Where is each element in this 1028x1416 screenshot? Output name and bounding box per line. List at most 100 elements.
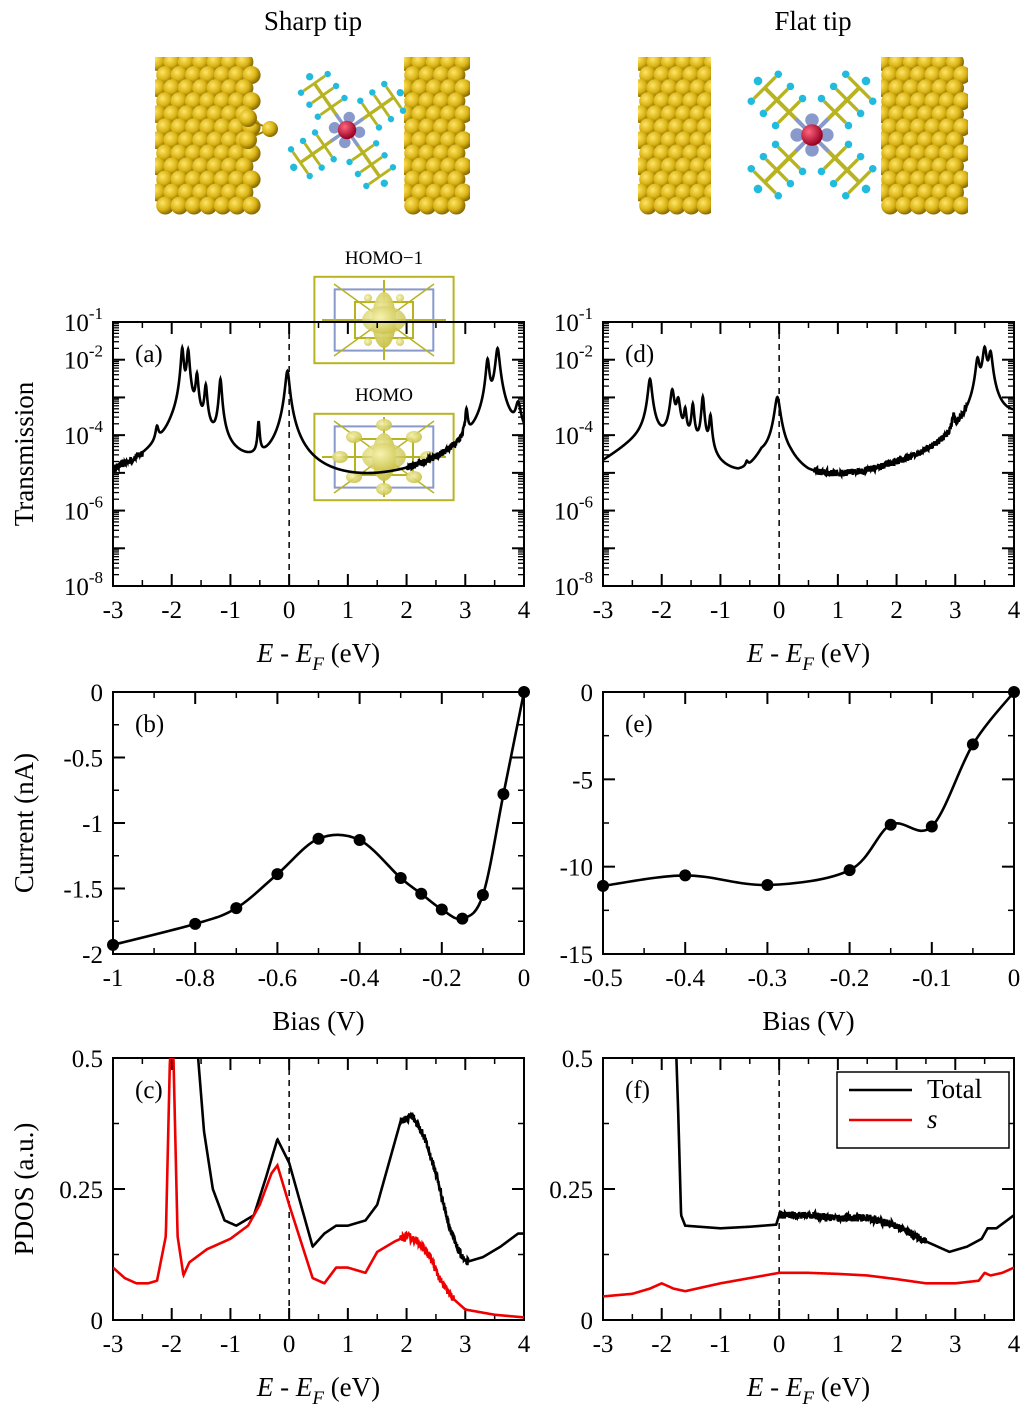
y-axis: 0 0.25 0.5 (59, 1046, 524, 1335)
x-tick-label: 0 (518, 965, 531, 992)
y-tick-label: 0 (91, 680, 104, 707)
x-tick-label: -2 (161, 597, 182, 624)
x-axis: -3 -2 -1 0 1 2 3 4 (593, 322, 1021, 624)
y-axis-label: Current (nA) (9, 753, 39, 893)
x-tick-label: -1 (103, 965, 124, 992)
x-tick-label: -2 (651, 1331, 672, 1358)
y-tick-label: 10-2 (64, 342, 103, 375)
x-tick-label: -0.2 (422, 965, 462, 992)
molecule-sharp (287, 70, 407, 190)
y-tick-label: 10-2 (554, 342, 593, 375)
orbital-lobes (362, 292, 406, 348)
data-point (884, 818, 897, 831)
x-tick-label: -0.3 (748, 965, 788, 992)
panel-label: (d) (625, 341, 654, 368)
data-point (761, 879, 774, 892)
y-tick-label: -15 (560, 942, 593, 969)
y-tick-label: 10-8 (554, 568, 593, 601)
x-axis: -1 -0.8 -0.6 -0.4 -0.2 0 (103, 692, 531, 992)
y-tick-label: 0 (91, 1308, 104, 1335)
x-tick-label: 1 (832, 1331, 845, 1358)
y-tick-label: 10-6 (64, 493, 103, 526)
data-point (415, 887, 428, 900)
x-tick-label: -1 (710, 1331, 731, 1358)
x-tick-label: 3 (459, 597, 472, 624)
transmission-curve (603, 344, 1014, 480)
transmission-curve (113, 343, 524, 475)
data-point (353, 834, 366, 847)
x-tick-label: 0 (283, 1331, 296, 1358)
x-tick-label: 3 (459, 1331, 472, 1358)
y-tick-label: -5 (572, 767, 593, 794)
y-tick-label: 0.25 (59, 1177, 103, 1204)
data-point (230, 902, 243, 915)
x-tick-label: -2 (651, 597, 672, 624)
y-tick-label: 10-4 (554, 417, 594, 450)
x-tick-label: -1 (220, 597, 241, 624)
pdos-curve-s (113, 1058, 524, 1319)
y-tick-label: 10-8 (64, 568, 103, 601)
panel-label: (f) (625, 1077, 650, 1104)
homo-minus-1-orbital-inset (313, 275, 455, 365)
panel-e: -0.5 -0.4 -0.3 -0.2 -0.1 0 -15 -10 -5 0 Bias (V) (e… (560, 680, 1021, 1036)
x-tick-label: -0.8 (175, 965, 215, 992)
x-tick-label: 4 (518, 597, 531, 624)
right-electrode-sharp (404, 57, 470, 215)
data-point (925, 820, 938, 833)
homo-minus-1-label: HOMO−1 (345, 248, 423, 269)
x-tick-label: 4 (1008, 1331, 1021, 1358)
x-tick-label: 4 (518, 1331, 531, 1358)
legend-entry-s: s (927, 1104, 938, 1134)
data-point (597, 879, 609, 892)
panel-label: (e) (625, 711, 653, 738)
panel-a: -3 -2 -1 0 1 2 3 4 10-8 10-6 10-4 10-2 10-1 Transmiss… (9, 304, 531, 675)
data-point (394, 872, 407, 885)
right-column-title: Flat tip (774, 6, 851, 36)
x-axis-label: E - EF (eV) (746, 1372, 870, 1409)
x-axis: -3 -2 -1 0 1 2 3 4 (103, 322, 531, 624)
data-point (456, 912, 469, 925)
x-tick-label: 1 (342, 597, 355, 624)
panel-c: -3 -2 -1 0 1 2 3 4 0 0.25 0.5 PDOS (a.u.) E - EF (eV… (9, 1046, 531, 1409)
x-tick-label: 1 (342, 1331, 355, 1358)
y-axis: -2 -1.5 -1 -0.5 0 (63, 680, 524, 969)
y-tick-label: -1.5 (63, 877, 103, 904)
y-tick-label: 0.25 (549, 1177, 593, 1204)
y-axis: 10-8 10-6 10-4 10-2 10-1 (554, 304, 1014, 601)
x-tick-label: 3 (949, 1331, 962, 1358)
panel-d: -3 -2 -1 0 1 2 3 4 10-8 10-6 10-4 10-2 10-1 E - EF (e… (554, 304, 1021, 675)
y-tick-label: 10-4 (64, 417, 104, 450)
junction-structures (155, 57, 968, 215)
plot-area (113, 343, 524, 475)
y-tick-label: 10-1 (554, 304, 593, 337)
y-tick-label: -0.5 (63, 746, 103, 773)
left-electrode-sharp (155, 57, 261, 215)
y-axis-label: PDOS (a.u.) (9, 1123, 39, 1256)
plot-area (113, 1058, 524, 1319)
pdos-curve-total (675, 1058, 1014, 1254)
panel-b: -1 -0.8 -0.6 -0.4 -0.2 0 -2 -1.5 -1 -0.5 0 Current … (9, 680, 530, 1036)
current-curve (602, 691, 1016, 888)
panel-label: (a) (135, 341, 163, 368)
x-tick-label: -0.4 (340, 965, 380, 992)
data-point (966, 738, 979, 751)
x-tick-label: 0 (773, 597, 786, 624)
x-tick-label: 0 (1008, 965, 1021, 992)
panel-label: (b) (135, 711, 164, 738)
x-axis: -0.5 -0.4 -0.3 -0.2 -0.1 0 (583, 692, 1020, 992)
x-tick-label: 2 (890, 597, 903, 624)
x-axis: -3 -2 -1 0 1 2 3 4 (103, 1058, 531, 1358)
x-axis-label: E - EF (eV) (256, 638, 380, 675)
x-axis-label: E - EF (eV) (746, 638, 870, 675)
data-point (312, 832, 325, 845)
x-tick-label: 4 (1008, 597, 1021, 624)
x-tick-label: -0.1 (912, 965, 952, 992)
homo-label: HOMO (355, 385, 413, 406)
y-tick-label: 10-6 (554, 493, 593, 526)
x-tick-label: 0 (283, 597, 296, 624)
right-electrode-flat (881, 57, 968, 215)
legend-box (836, 1071, 1010, 1149)
data-point (271, 868, 284, 881)
